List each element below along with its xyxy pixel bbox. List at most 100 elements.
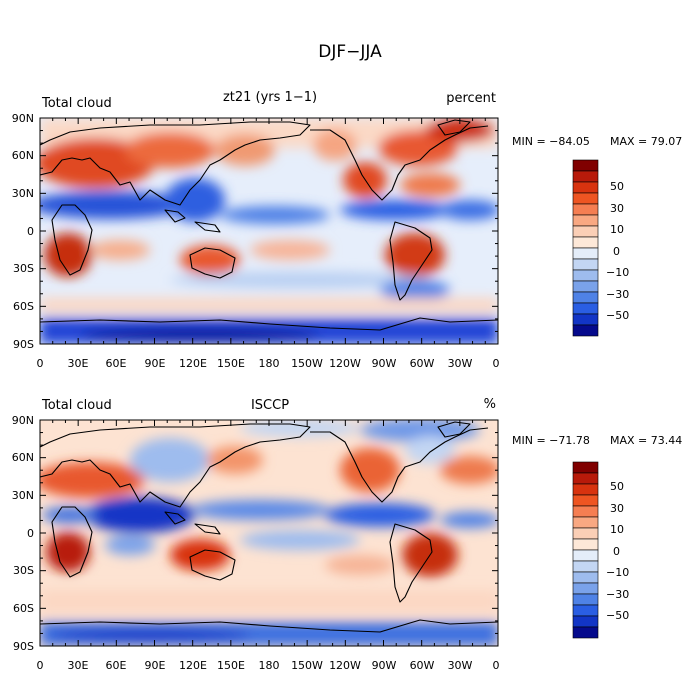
lon-tick-label: 0 [37, 659, 44, 672]
colorbar-swatch [572, 302, 599, 315]
lon-tick-label: 30W [448, 357, 473, 370]
lon-tick-label: 120E [179, 357, 207, 370]
lat-tick-label: 0 [27, 225, 34, 238]
colorbar-swatch [572, 214, 599, 227]
colorbar-swatch [572, 527, 599, 540]
lon-tick-label: 150W [291, 659, 323, 672]
lon-tick-label: 60W [410, 659, 435, 672]
lon-tick-label: 60E [106, 357, 127, 370]
lon-axis: 0 30E 60E 90E 120E 150E 180 150W 120W 90… [37, 659, 500, 672]
lon-tick-label: 120W [329, 357, 361, 370]
colorbar-swatch [572, 181, 599, 194]
lat-tick-label: 60N [12, 451, 34, 464]
colorbar-swatch [572, 280, 599, 293]
colorbar-swatch [572, 236, 599, 249]
lon-tick-label: 180 [259, 659, 280, 672]
lon-tick-label: 0 [37, 357, 44, 370]
max-label: MAX = 79.07 [610, 135, 682, 148]
colorbar-swatch [572, 538, 599, 551]
lat-tick-label: 60S [13, 602, 34, 615]
lon-tick-label: 180 [259, 357, 280, 370]
colorbar-label: 0 [613, 245, 620, 258]
colorbar-swatch [572, 225, 599, 238]
lat-axis: 90N 60N 30N 0 30S 60S 90S [12, 112, 34, 351]
colorbar-label: −30 [606, 588, 629, 601]
lon-tick-label: 150E [217, 357, 245, 370]
colorbar-label: −50 [606, 309, 629, 322]
lat-tick-label: 90N [12, 112, 34, 125]
axis-ticks [39, 117, 499, 647]
lon-tick-label: 150E [217, 659, 245, 672]
colorbar-swatch [572, 192, 599, 205]
colorbar-swatch [572, 604, 599, 617]
colorbar-swatch [572, 170, 599, 183]
lat-tick-label: 30S [13, 262, 34, 275]
colorbar [572, 461, 599, 639]
colorbar-swatch [572, 313, 599, 326]
lon-tick-label: 90E [145, 659, 166, 672]
coastlines [40, 421, 498, 633]
lon-tick-label: 60E [106, 659, 127, 672]
colorbar-swatch [572, 291, 599, 304]
colorbar-label: 30 [610, 202, 624, 215]
panel-center-title: zt21 (yrs 1−1) [223, 90, 317, 105]
colorbar-swatch [572, 615, 599, 628]
panel-center-title: ISCCP [251, 398, 289, 413]
lat-tick-label: 90S [13, 640, 34, 653]
colorbar-label: 30 [610, 502, 624, 515]
colorbar-label: −10 [606, 566, 629, 579]
colorbar-label: −30 [606, 288, 629, 301]
lat-tick-label: 60N [12, 149, 34, 162]
colorbar-swatch [572, 494, 599, 507]
lon-tick-label: 90W [372, 357, 397, 370]
colorbar-swatch [572, 560, 599, 573]
panel-left-title: Total cloud [41, 96, 112, 111]
colorbar-swatch [572, 593, 599, 606]
max-label: MAX = 73.44 [610, 434, 682, 447]
map-field [40, 420, 498, 646]
lon-tick-label: 0 [493, 357, 500, 370]
colorbar-swatch [572, 159, 599, 172]
lat-tick-label: 90S [13, 338, 34, 351]
colorbar-swatch [572, 203, 599, 216]
figure-title: DJF−JJA [318, 42, 382, 62]
lon-tick-label: 120E [179, 659, 207, 672]
colorbar-swatch [572, 472, 599, 485]
colorbar-label: 10 [610, 223, 624, 236]
colorbar-swatch [572, 549, 599, 562]
colorbar-swatch [572, 626, 599, 639]
colorbar-swatch [572, 582, 599, 595]
panel-left-title: Total cloud [41, 398, 112, 413]
colorbar [572, 159, 599, 337]
colorbar-swatch [572, 483, 599, 496]
colorbar-label: −50 [606, 609, 629, 622]
map-field [40, 118, 498, 344]
colorbar-label: 50 [610, 180, 624, 193]
colorbar-swatch [572, 571, 599, 584]
colorbar-swatch [572, 258, 599, 271]
colorbar-label: 10 [610, 523, 624, 536]
colorbar-swatch [572, 324, 599, 337]
panel-right-title: % [484, 397, 496, 412]
colorbar-swatch [572, 247, 599, 260]
panel-isccp: Total cloud ISCCP % MIN = −71.78 MAX = 7… [12, 397, 683, 672]
colorbar-swatch [572, 461, 599, 474]
lon-axis: 0 30E 60E 90E 120E 150E 180 150W 120W 90… [37, 357, 500, 370]
lat-tick-label: 30N [12, 187, 34, 200]
lon-tick-label: 30E [68, 659, 89, 672]
lon-tick-label: 120W [329, 659, 361, 672]
lon-tick-label: 150W [291, 357, 323, 370]
colorbar-label: −10 [606, 266, 629, 279]
panel-right-title: percent [446, 91, 496, 106]
lon-tick-label: 0 [493, 659, 500, 672]
lon-tick-label: 90E [145, 357, 166, 370]
colorbar-label: 0 [613, 545, 620, 558]
colorbar-swatch [572, 505, 599, 518]
panel-model: Total cloud zt21 (yrs 1−1) percent MIN =… [12, 90, 683, 370]
lon-tick-label: 60W [410, 357, 435, 370]
colorbar-labels: 50 30 10 0 −10 −30 −50 [606, 480, 629, 622]
lat-tick-label: 90N [12, 414, 34, 427]
lat-axis: 90N 60N 30N 0 30S 60S 90S [12, 414, 34, 653]
lon-tick-label: 30W [448, 659, 473, 672]
